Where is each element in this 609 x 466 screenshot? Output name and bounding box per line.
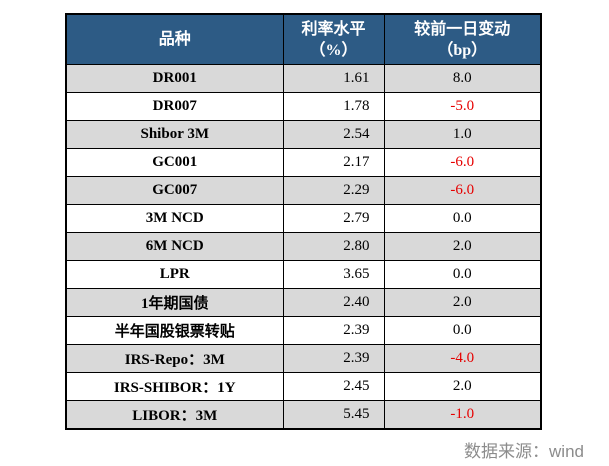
change-value: 0.0 [383, 316, 542, 345]
rate-value: 1.61 [282, 64, 385, 93]
col-header-change-line1: 较前一日变动 [414, 20, 511, 38]
table-row: DR001 1.61 8.0 [65, 64, 542, 93]
table-row: 6M NCD 2.80 2.0 [65, 232, 542, 261]
instrument-name: GC007 [65, 176, 284, 205]
table-row: 1年期国债 2.40 2.0 [65, 288, 542, 317]
change-value: -1.0 [383, 400, 542, 430]
instrument-name: GC001 [65, 148, 284, 177]
instrument-name: LPR [65, 260, 284, 289]
table-header: 品种 利率水平 （%） 较前一日变动 （bp） [65, 13, 542, 65]
change-value: 2.0 [383, 232, 542, 261]
col-header-rate-line1: 利率水平 [301, 20, 366, 38]
rate-value: 2.79 [282, 204, 385, 233]
instrument-name: IRS-SHIBOR：1Y [65, 372, 284, 401]
change-value: -6.0 [383, 148, 542, 177]
instrument-name: DR007 [65, 92, 284, 121]
rates-table: 品种 利率水平 （%） 较前一日变动 （bp） DR001 1.61 8.0 D… [65, 13, 542, 430]
change-value: 2.0 [383, 372, 542, 401]
table-body: DR001 1.61 8.0 DR007 1.78 -5.0 Shibor 3M… [65, 64, 542, 430]
col-header-rate: 利率水平 （%） [282, 13, 385, 65]
change-value: -6.0 [383, 176, 542, 205]
col-header-instrument: 品种 [65, 13, 284, 65]
rate-value: 2.40 [282, 288, 385, 317]
col-header-change-line2: （bp） [437, 41, 488, 59]
instrument-name: Shibor 3M [65, 120, 284, 149]
table-row: Shibor 3M 2.54 1.0 [65, 120, 542, 149]
instrument-name: 6M NCD [65, 232, 284, 261]
col-header-instrument-label: 品种 [158, 31, 191, 48]
table-row: 3M NCD 2.79 0.0 [65, 204, 542, 233]
rate-value: 2.54 [282, 120, 385, 149]
rate-value: 2.39 [282, 344, 385, 373]
instrument-name: 1年期国债 [65, 288, 284, 317]
change-value: -5.0 [383, 92, 542, 121]
instrument-name: 半年国股银票转贴 [65, 316, 284, 345]
table-row: 半年国股银票转贴 2.39 0.0 [65, 316, 542, 345]
instrument-name: 3M NCD [65, 204, 284, 233]
rate-value: 2.17 [282, 148, 385, 177]
rate-value: 5.45 [282, 400, 385, 430]
change-value: 8.0 [383, 64, 542, 93]
col-header-rate-line2: （%） [309, 41, 358, 59]
rate-value: 2.45 [282, 372, 385, 401]
table-row: DR007 1.78 -5.0 [65, 92, 542, 121]
instrument-name: LIBOR：3M [65, 400, 284, 430]
table-row: LPR 3.65 0.0 [65, 260, 542, 289]
data-source-label: 数据来源：wind [464, 442, 584, 461]
change-value: 0.0 [383, 260, 542, 289]
table-row: GC001 2.17 -6.0 [65, 148, 542, 177]
change-value: 1.0 [383, 120, 542, 149]
rate-value: 2.80 [282, 232, 385, 261]
rates-table-container: 品种 利率水平 （%） 较前一日变动 （bp） DR001 1.61 8.0 D… [65, 13, 542, 430]
rate-value: 2.29 [282, 176, 385, 205]
col-header-change: 较前一日变动 （bp） [383, 13, 542, 65]
instrument-name: DR001 [65, 64, 284, 93]
header-row: 品种 利率水平 （%） 较前一日变动 （bp） [65, 13, 542, 65]
rate-value: 3.65 [282, 260, 385, 289]
table-row: LIBOR：3M 5.45 -1.0 [65, 400, 542, 430]
change-value: -4.0 [383, 344, 542, 373]
rate-value: 2.39 [282, 316, 385, 345]
table-row: IRS-SHIBOR：1Y 2.45 2.0 [65, 372, 542, 401]
change-value: 2.0 [383, 288, 542, 317]
table-row: IRS-Repo：3M 2.39 -4.0 [65, 344, 542, 373]
rate-value: 1.78 [282, 92, 385, 121]
change-value: 0.0 [383, 204, 542, 233]
table-row: GC007 2.29 -6.0 [65, 176, 542, 205]
instrument-name: IRS-Repo：3M [65, 344, 284, 373]
